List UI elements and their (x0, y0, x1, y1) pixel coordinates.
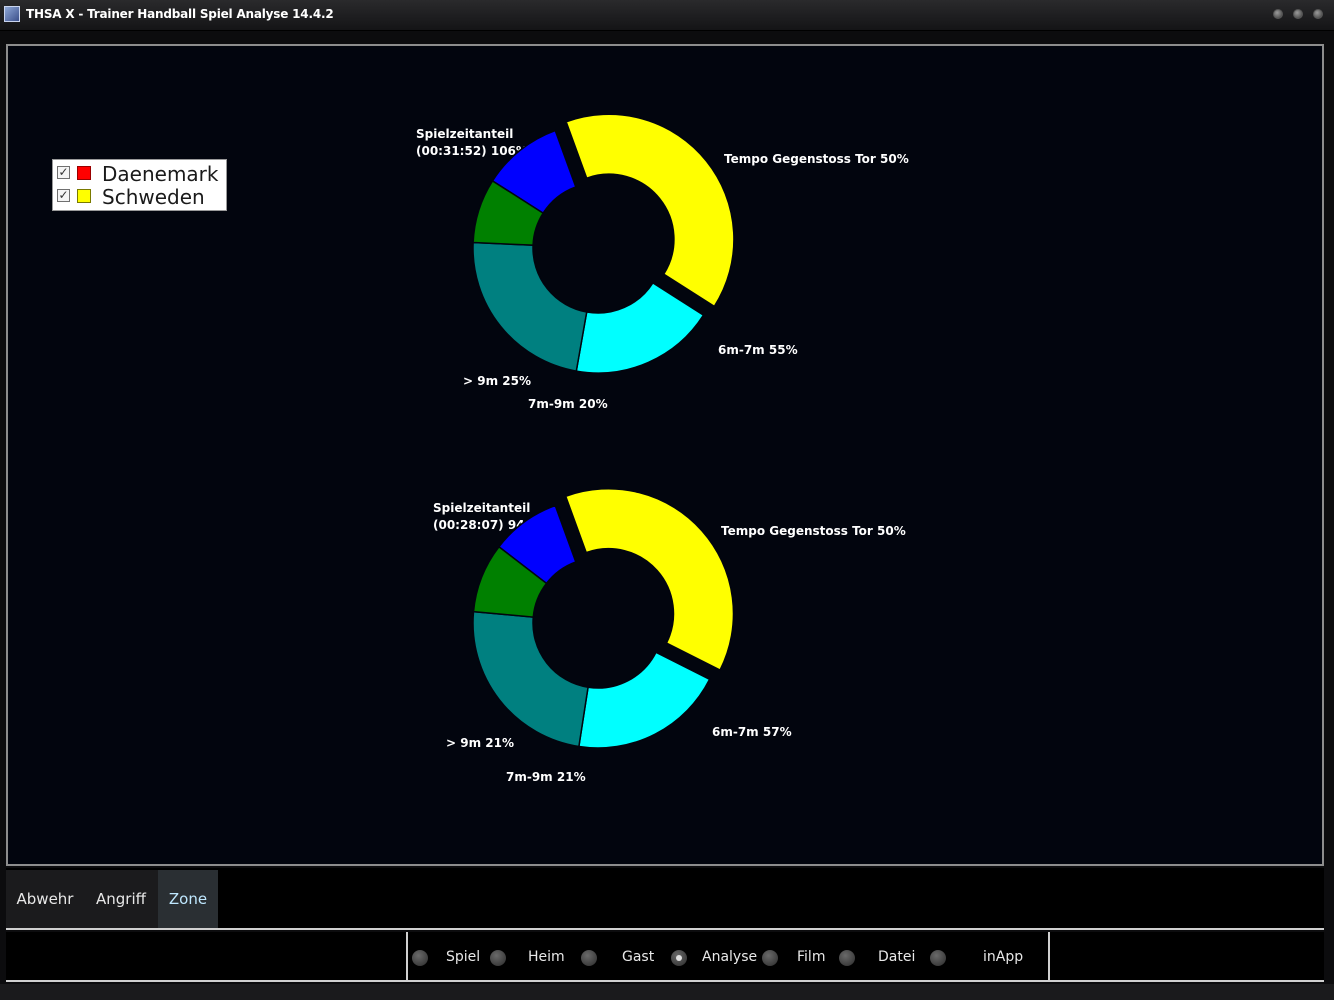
title-bar: THSA X - Trainer Handball Spiel Analyse … (0, 0, 1334, 31)
radio-film[interactable] (762, 950, 778, 966)
legend-swatch (77, 166, 91, 180)
view-tabs: Abwehr Angriff Zone (6, 868, 1324, 930)
legend-item-schweden[interactable]: ✓ Schweden (55, 185, 225, 209)
slice-label: 6m-7m 57% (712, 725, 792, 739)
mode-radio-group: Spiel Heim Gast Analyse Film Datei inApp (406, 932, 1050, 980)
radio-label-inapp[interactable]: inApp (983, 949, 1024, 965)
slice-label: > 9m 21% (446, 736, 514, 750)
donut-chart: Spielzeitanteil (00:28:07) 94% Tempo Gegen… (433, 487, 906, 784)
slice-label: > 9m 25% (463, 374, 531, 388)
radio-analyse[interactable] (671, 950, 687, 966)
slice-label: Tempo Gegenstoss Tor 50% (724, 152, 909, 166)
app-icon (4, 6, 20, 22)
slice-label: (00:28:07) 94% (433, 518, 537, 532)
bottom-nav: Spiel Heim Gast Analyse Film Datei inApp (6, 932, 1324, 982)
slice-label: 7m-9m 20% (528, 397, 608, 411)
legend-swatch (77, 189, 91, 203)
chart-panel: Spielzeitanteil (00:31:52) 106% Tempo Gege… (6, 44, 1324, 866)
legend-checkbox[interactable]: ✓ (57, 188, 70, 202)
slice-label: Tempo Gegenstoss Tor 50% (721, 524, 906, 538)
tab-abwehr[interactable]: Abwehr (6, 870, 84, 928)
radio-label-gast[interactable]: Gast (622, 949, 655, 965)
radio-label-film[interactable]: Film (797, 949, 826, 965)
slice-label: 6m-7m 55% (718, 343, 798, 357)
donut-slice[interactable] (565, 113, 735, 308)
tab-angriff[interactable]: Angriff (84, 870, 158, 928)
window-title: THSA X - Trainer Handball Spiel Analyse … (26, 7, 334, 21)
donut-slice[interactable] (564, 487, 735, 672)
donut-slice[interactable] (497, 504, 577, 585)
radio-inapp[interactable] (930, 950, 946, 966)
slice-label: (00:31:52) 106% (416, 144, 528, 158)
radio-heim[interactable] (490, 950, 506, 966)
radio-label-analyse[interactable]: Analyse (702, 949, 758, 965)
donut-slice[interactable] (472, 241, 588, 372)
slice-label: Spielzeitanteil (433, 501, 530, 515)
legend-checkbox[interactable]: ✓ (57, 165, 70, 179)
donut-slice[interactable] (578, 651, 711, 749)
donut-charts: Spielzeitanteil (00:31:52) 106% Tempo Gege… (416, 113, 909, 784)
radio-label-spiel[interactable]: Spiel (446, 949, 481, 965)
donut-slice[interactable] (472, 610, 589, 748)
legend-label: Schweden (102, 185, 205, 209)
tab-zone[interactable]: Zone (158, 870, 218, 928)
legend: ✓ Daenemark ✓ Schweden (52, 159, 227, 211)
slice-label: Spielzeitanteil (416, 127, 513, 141)
legend-label: Daenemark (102, 162, 219, 186)
donut-slice[interactable] (575, 281, 705, 374)
radio-label-datei[interactable]: Datei (878, 949, 916, 965)
radio-label-heim[interactable]: Heim (528, 949, 565, 965)
slice-label: 7m-9m 21% (506, 770, 586, 784)
radio-datei[interactable] (839, 950, 855, 966)
donut-chart: Spielzeitanteil (00:31:52) 106% Tempo Gege… (416, 113, 909, 411)
legend-item-daenemark[interactable]: ✓ Daenemark (55, 162, 225, 186)
maximize-button[interactable] (1293, 9, 1303, 19)
close-button[interactable] (1313, 9, 1323, 19)
footer-strip (0, 984, 1334, 1000)
radio-gast[interactable] (581, 950, 597, 966)
donut-slice[interactable] (491, 129, 577, 215)
minimize-button[interactable] (1273, 9, 1283, 19)
radio-spiel[interactable] (412, 950, 428, 966)
